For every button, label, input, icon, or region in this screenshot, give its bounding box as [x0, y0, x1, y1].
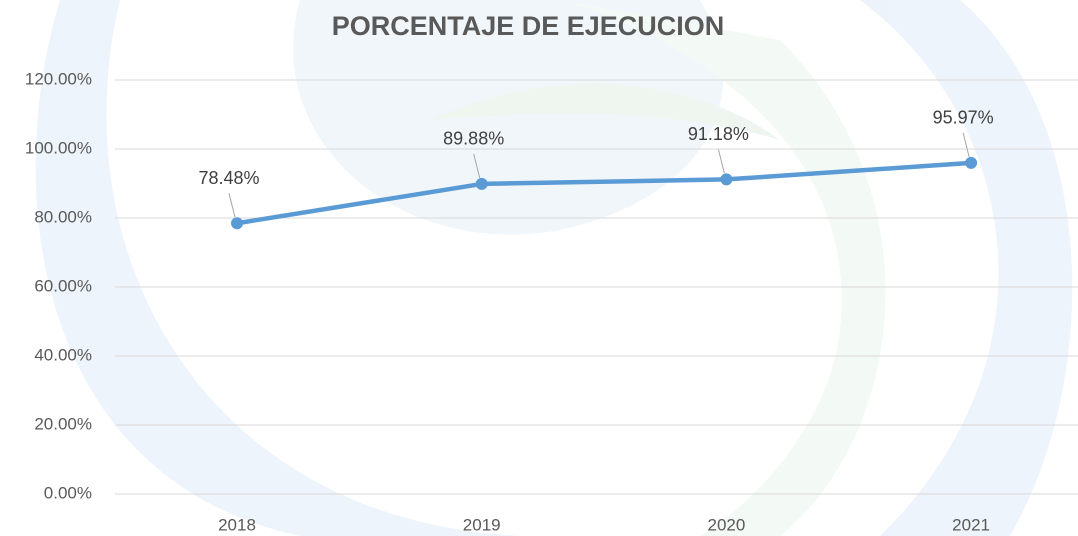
data-point: [231, 217, 243, 229]
data-label: 95.97%: [933, 108, 994, 128]
leader-line: [229, 193, 235, 217]
y-tick-label: 80.00%: [34, 207, 92, 226]
x-tick-label: 2018: [218, 515, 256, 534]
chart-title: PORCENTAJE DE EJECUCION: [332, 11, 725, 41]
y-tick-label: 120.00%: [25, 69, 92, 88]
y-tick-label: 40.00%: [34, 345, 92, 364]
chart: PORCENTAJE DE EJECUCION 0.00% 20.00% 40.00…: [0, 0, 1078, 536]
y-tick-label: 0.00%: [44, 483, 92, 502]
data-point: [476, 178, 488, 190]
data-label: 78.48%: [198, 168, 259, 188]
x-tick-label: 2020: [707, 515, 745, 534]
leader-line: [718, 149, 724, 173]
data-point: [720, 173, 732, 185]
leader-line: [963, 133, 969, 157]
data-point: [965, 157, 977, 169]
y-tick-label: 100.00%: [25, 138, 92, 157]
y-tick-label: 60.00%: [34, 276, 92, 295]
x-tick-label: 2019: [463, 515, 501, 534]
data-label: 91.18%: [688, 124, 749, 144]
y-tick-label: 20.00%: [34, 414, 92, 433]
data-label: 89.88%: [443, 129, 504, 149]
x-tick-label: 2021: [952, 515, 990, 534]
